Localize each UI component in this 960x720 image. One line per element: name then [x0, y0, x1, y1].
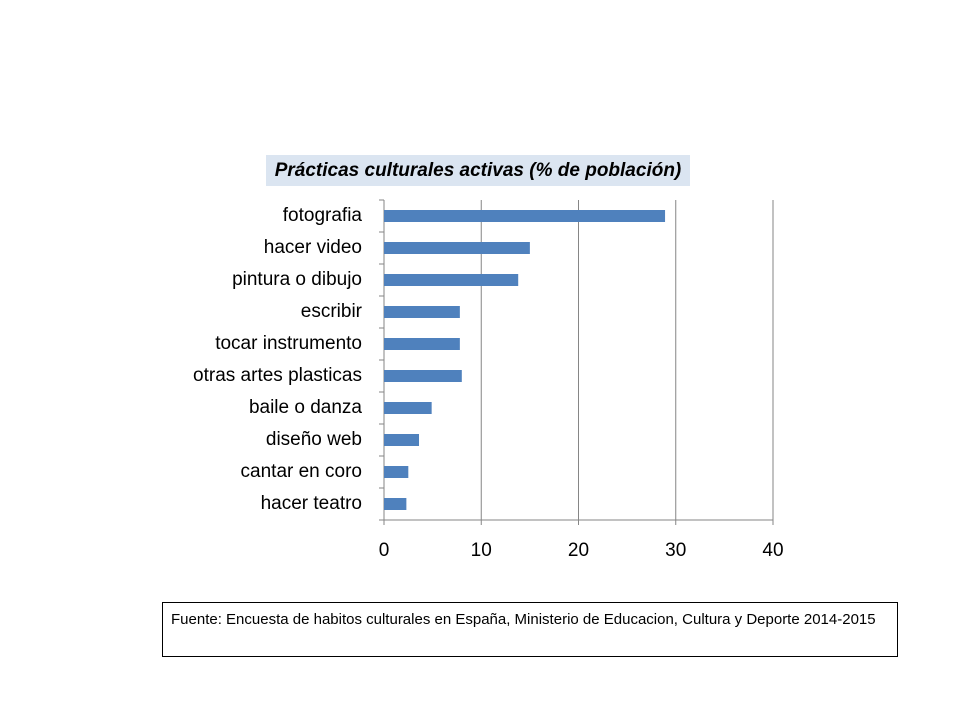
y-tick-label: hacer video: [264, 237, 362, 258]
y-tick-label: otras artes plasticas: [193, 365, 362, 386]
source-note: Fuente: Encuesta de habitos culturales e…: [162, 602, 898, 657]
x-tick-label: 40: [762, 540, 783, 561]
bar: [384, 370, 462, 382]
y-tick-label: escribir: [301, 301, 363, 322]
x-tick-label: 30: [665, 540, 686, 561]
bar: [384, 498, 407, 510]
y-tick-label: fotografia: [283, 205, 363, 226]
y-tick-label: diseño web: [266, 429, 362, 450]
y-tick-label: hacer teatro: [261, 493, 362, 514]
bar: [384, 306, 460, 318]
bar: [384, 466, 409, 478]
bar: [384, 402, 432, 414]
bar: [384, 274, 519, 286]
x-tick-label: 0: [379, 540, 390, 561]
x-tick-label: 20: [568, 540, 589, 561]
y-tick-label: pintura o dibujo: [232, 269, 362, 290]
y-tick-label: tocar instrumento: [215, 333, 362, 354]
y-tick-label: cantar en coro: [241, 461, 362, 482]
bar: [384, 210, 666, 222]
chart-title: Prácticas culturales activas (% de pobla…: [266, 155, 690, 186]
y-tick-label: baile o danza: [249, 397, 362, 418]
bar: [384, 242, 530, 254]
bar: [384, 434, 420, 446]
bar: [384, 338, 460, 350]
x-tick-label: 10: [471, 540, 492, 561]
